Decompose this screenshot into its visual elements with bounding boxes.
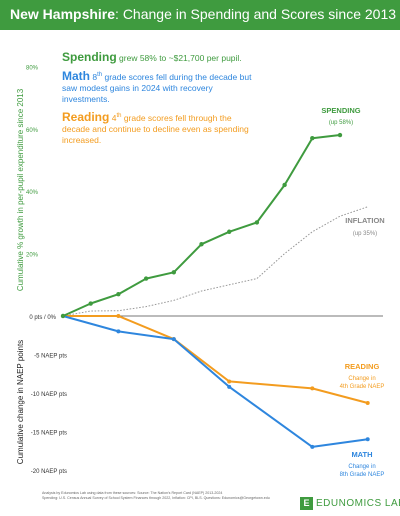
upper-y-axis-title: Cumulative % growth in per-pupil expendi… — [16, 88, 25, 291]
spending-point-2017 — [171, 270, 176, 275]
reading-annotation-sup: th — [116, 113, 122, 119]
reading-point-2022 — [310, 386, 315, 391]
math-annotation-lead: Math — [62, 68, 90, 83]
y-tick-15-naep-pts: -15 NAEP pts — [31, 431, 67, 437]
footer-line-2: Spending: U.S. Census Annual Survey of S… — [42, 496, 270, 500]
math-point-2017 — [171, 337, 176, 342]
lower-y-axis-title: Cumulative change in NAEP points — [16, 340, 25, 464]
spending-point-2013 — [60, 313, 66, 319]
y-tick-5-naep-pts: -5 NAEP pts — [34, 354, 67, 360]
spending-point-2021 — [282, 182, 287, 188]
math-series-sub-2: 8th Grade NAEP — [340, 472, 385, 478]
math-line — [62, 315, 368, 448]
spending-point-2014 — [88, 301, 93, 306]
spending-point-2023 — [337, 132, 343, 138]
inflation-line — [62, 206, 368, 317]
title-rest: : Change in Spending and Scores since 20… — [115, 6, 397, 22]
math-point-2019 — [227, 384, 232, 389]
chart-area: 0 pts / 0% 20% 40% 60% 80% -5 NAEP pts -10 NAE… — [16, 65, 385, 478]
reading-point-2024 — [365, 401, 370, 406]
reading-series-sub-2: 4th Grade NAEP — [340, 384, 385, 390]
title-state: New Hampshire — [10, 6, 116, 22]
y-tick-10-naep-pts: -10 NAEP pts — [31, 392, 67, 398]
math-point-2015 — [116, 329, 121, 334]
footer-source: Analysis by Edunomics Lab using data fro… — [42, 491, 292, 501]
math-series-label: MATH — [351, 450, 372, 459]
spending-annotation-text: grew 58% to ~$21,700 per pupil. — [116, 53, 242, 63]
y-tick-40: 40% — [26, 190, 39, 196]
spending-point-2016 — [143, 276, 149, 281]
spending-series-sub: (up 58%) — [329, 120, 353, 126]
footer-line-1: Analysis by Edunomics Lab using data fro… — [42, 491, 223, 495]
reading-series-sub-1: Change in — [348, 376, 375, 382]
logo-text: EDUNOMICS LAB — [316, 498, 400, 509]
spending-point-2019 — [227, 229, 232, 234]
spending-point-2022 — [310, 135, 315, 141]
math-series-sub-1: Change in — [348, 464, 375, 470]
spending-series-label: SPENDING — [321, 106, 360, 115]
spending-line — [62, 134, 341, 317]
math-point-2022 — [310, 444, 315, 449]
y-tick-20-naep-pts: -20 NAEP pts — [31, 469, 67, 475]
reading-annotation: Reading 4th grade scores fell through th… — [62, 111, 252, 146]
logo-mark: E — [300, 497, 313, 510]
spending-point-2020 — [254, 220, 260, 225]
reading-point-2015 — [116, 314, 121, 318]
y-tick-zero: 0 pts / 0% — [29, 315, 56, 321]
math-annotation: Math 8th grade scores fell during the de… — [62, 70, 262, 105]
edunomics-logo: E EDUNOMICS LAB — [300, 497, 400, 511]
reading-annotation-text: grade scores fell through the decade and… — [62, 112, 249, 145]
spending-annotation: Spending grew 58% to ~$21,700 per pupil. — [62, 50, 292, 64]
inflation-series-label: INFLATION — [345, 216, 384, 225]
spending-point-2018 — [199, 242, 204, 247]
math-annotation-text: grade scores fell during the decade but … — [62, 71, 252, 104]
math-point-2024 — [365, 437, 370, 442]
reading-annotation-grade: 4 — [109, 112, 117, 123]
reading-point-2019 — [227, 379, 232, 384]
math-annotation-sup: th — [97, 72, 103, 78]
chart-title: New Hampshire: Change in Spending and Sc… — [0, 0, 400, 30]
spending-annotation-lead: Spending — [62, 50, 117, 64]
reading-annotation-lead: Reading — [62, 109, 110, 124]
spending-point-2015 — [116, 291, 121, 297]
y-tick-80: 80% — [26, 65, 39, 71]
math-annotation-grade: 8 — [90, 71, 98, 82]
inflation-series-sub: (up 35%) — [353, 231, 377, 237]
y-tick-20: 20% — [26, 253, 39, 259]
reading-line — [63, 315, 368, 404]
reading-series-label: READING — [345, 362, 380, 371]
y-tick-60: 60% — [26, 128, 39, 134]
